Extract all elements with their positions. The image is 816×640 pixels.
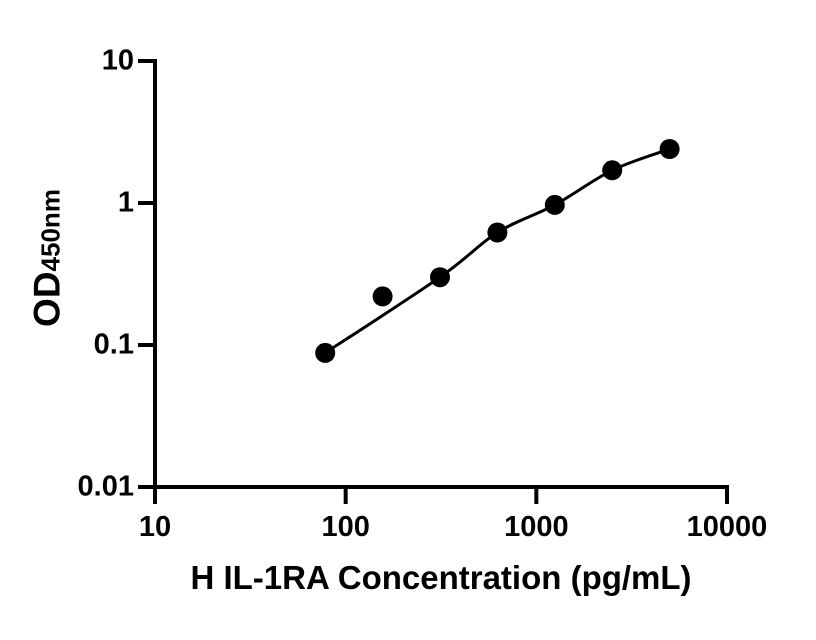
data-point [602, 160, 623, 181]
data-point [544, 194, 565, 215]
data-point [315, 342, 336, 363]
y-tick-label-0.01: 0.01 [77, 470, 134, 503]
y-axis-title-main: OD [26, 271, 68, 327]
x-axis-title: H IL-1RA Concentration (pg/mL) [190, 559, 692, 596]
data-point [430, 267, 450, 288]
x-tick-label-1000: 1000 [504, 511, 569, 543]
data-point [372, 286, 393, 307]
data-point [659, 139, 680, 159]
y-tick-label-0.1: 0.1 [93, 328, 134, 361]
x-tick-label-100: 100 [321, 511, 370, 543]
data-point [487, 222, 508, 243]
y-axis-title-subscript: 450nm [35, 189, 66, 272]
y-axis-title: OD450nm [26, 189, 68, 327]
fit-curve [324, 147, 671, 355]
y-tick-label-10: 10 [101, 44, 134, 77]
x-tick-label-10000: 10000 [686, 511, 768, 543]
y-tick-label-1: 1 [117, 186, 134, 219]
x-tick-label-10: 10 [138, 511, 172, 543]
